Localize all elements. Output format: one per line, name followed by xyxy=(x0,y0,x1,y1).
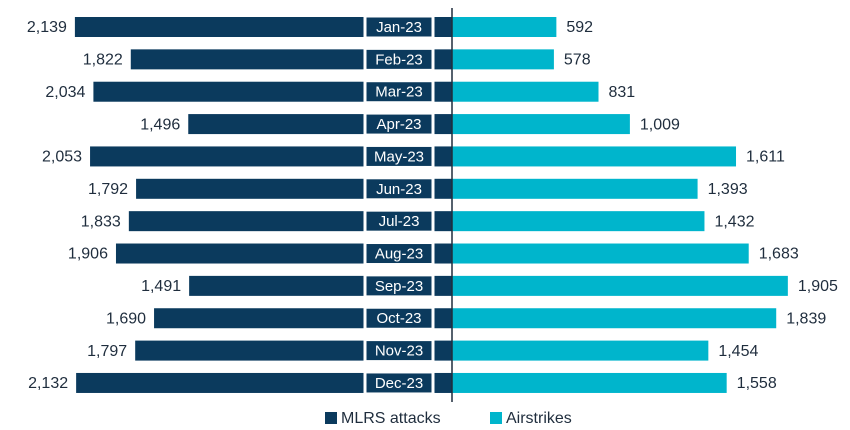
value-label: 1,833 xyxy=(81,213,121,230)
value-label: 1,906 xyxy=(68,246,108,263)
bar xyxy=(452,81,599,102)
category-label: Sep-23 xyxy=(375,278,423,295)
value-label: 1,009 xyxy=(640,116,680,133)
category-box xyxy=(363,79,435,105)
category-box xyxy=(363,241,435,267)
category-box xyxy=(363,46,435,72)
category-label: Apr-23 xyxy=(376,116,421,133)
category-box xyxy=(363,338,435,364)
legend-label: Airstrikes xyxy=(506,410,572,427)
bar xyxy=(452,114,630,135)
category-label: Jun-23 xyxy=(376,181,422,198)
legend-swatch xyxy=(490,412,502,424)
bar xyxy=(452,340,709,361)
bar xyxy=(452,17,557,37)
value-label: 1,393 xyxy=(708,181,748,198)
category-label: Mar-23 xyxy=(375,84,423,101)
value-label: 1,611 xyxy=(746,149,785,166)
category-label: Feb-23 xyxy=(375,51,423,68)
value-label: 592 xyxy=(566,19,593,36)
bar xyxy=(452,211,705,232)
value-label: 1,822 xyxy=(83,52,123,69)
bar xyxy=(76,372,452,393)
legend-swatch xyxy=(325,412,337,424)
category-label: Jan-23 xyxy=(376,19,422,36)
legend-label: MLRS attacks xyxy=(341,410,441,427)
value-label: 2,034 xyxy=(45,84,85,101)
bar xyxy=(452,372,727,393)
value-label: 1,683 xyxy=(759,246,799,263)
category-box xyxy=(363,208,435,234)
category-label: Aug-23 xyxy=(375,245,423,262)
value-label: 578 xyxy=(564,52,591,69)
bar xyxy=(93,81,453,102)
bar xyxy=(452,178,698,199)
value-label: 1,432 xyxy=(714,213,754,230)
bar xyxy=(452,243,749,264)
value-label: 1,792 xyxy=(88,181,128,198)
bar xyxy=(452,146,737,167)
category-label: May-23 xyxy=(374,148,424,165)
value-label: 1,496 xyxy=(140,116,180,133)
value-label: 1,797 xyxy=(87,343,127,360)
value-label: 1,558 xyxy=(737,375,777,392)
category-box xyxy=(363,14,435,40)
category-label: Nov-23 xyxy=(375,343,423,360)
value-label: 1,905 xyxy=(798,278,838,295)
value-label: 2,053 xyxy=(42,149,82,166)
category-box xyxy=(363,111,435,137)
bar xyxy=(452,49,554,70)
value-label: 1,454 xyxy=(718,343,758,360)
category-box xyxy=(363,370,435,396)
category-box xyxy=(363,273,435,299)
value-label: 2,132 xyxy=(28,375,68,392)
category-box xyxy=(363,143,435,169)
bar xyxy=(74,17,453,37)
bar xyxy=(90,146,453,167)
category-label: Oct-23 xyxy=(376,310,421,327)
bar xyxy=(452,275,788,296)
value-label: 1,491 xyxy=(141,278,181,295)
category-label: Dec-23 xyxy=(375,375,423,392)
category-box xyxy=(363,305,435,331)
value-label: 2,139 xyxy=(27,19,67,36)
bar xyxy=(452,308,777,329)
value-label: 1,690 xyxy=(106,310,146,327)
value-label: 1,839 xyxy=(786,310,826,327)
category-box xyxy=(363,176,435,202)
value-label: 831 xyxy=(609,84,636,101)
category-label: Jul-23 xyxy=(379,213,420,230)
